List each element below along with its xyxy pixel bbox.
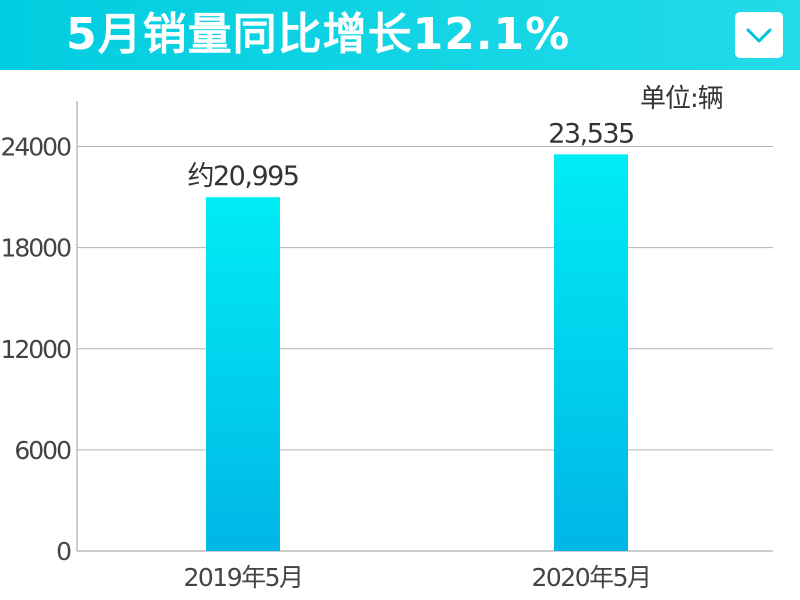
bar [554, 154, 628, 551]
y-tick-label: 0 [56, 537, 71, 566]
x-tick-label: 2020年5月 [531, 563, 650, 592]
data-label: 约20,995 [188, 161, 299, 192]
header-bar: 5月销量同比增长12.1% [0, 0, 800, 70]
y-tick-label: 6000 [14, 436, 71, 465]
data-label: 23,535 [548, 118, 633, 149]
x-tick-label: 2019年5月 [183, 563, 302, 592]
y-tick-label: 12000 [0, 335, 71, 364]
y-tick-label: 18000 [0, 234, 71, 263]
y-tick-label: 24000 [0, 133, 71, 162]
bar [206, 197, 280, 552]
dropdown-button[interactable] [735, 12, 783, 58]
page-title: 5月销量同比增长12.1% [66, 9, 571, 60]
chevron-down-icon [746, 28, 772, 43]
unit-label: 单位:辆 [640, 84, 724, 114]
